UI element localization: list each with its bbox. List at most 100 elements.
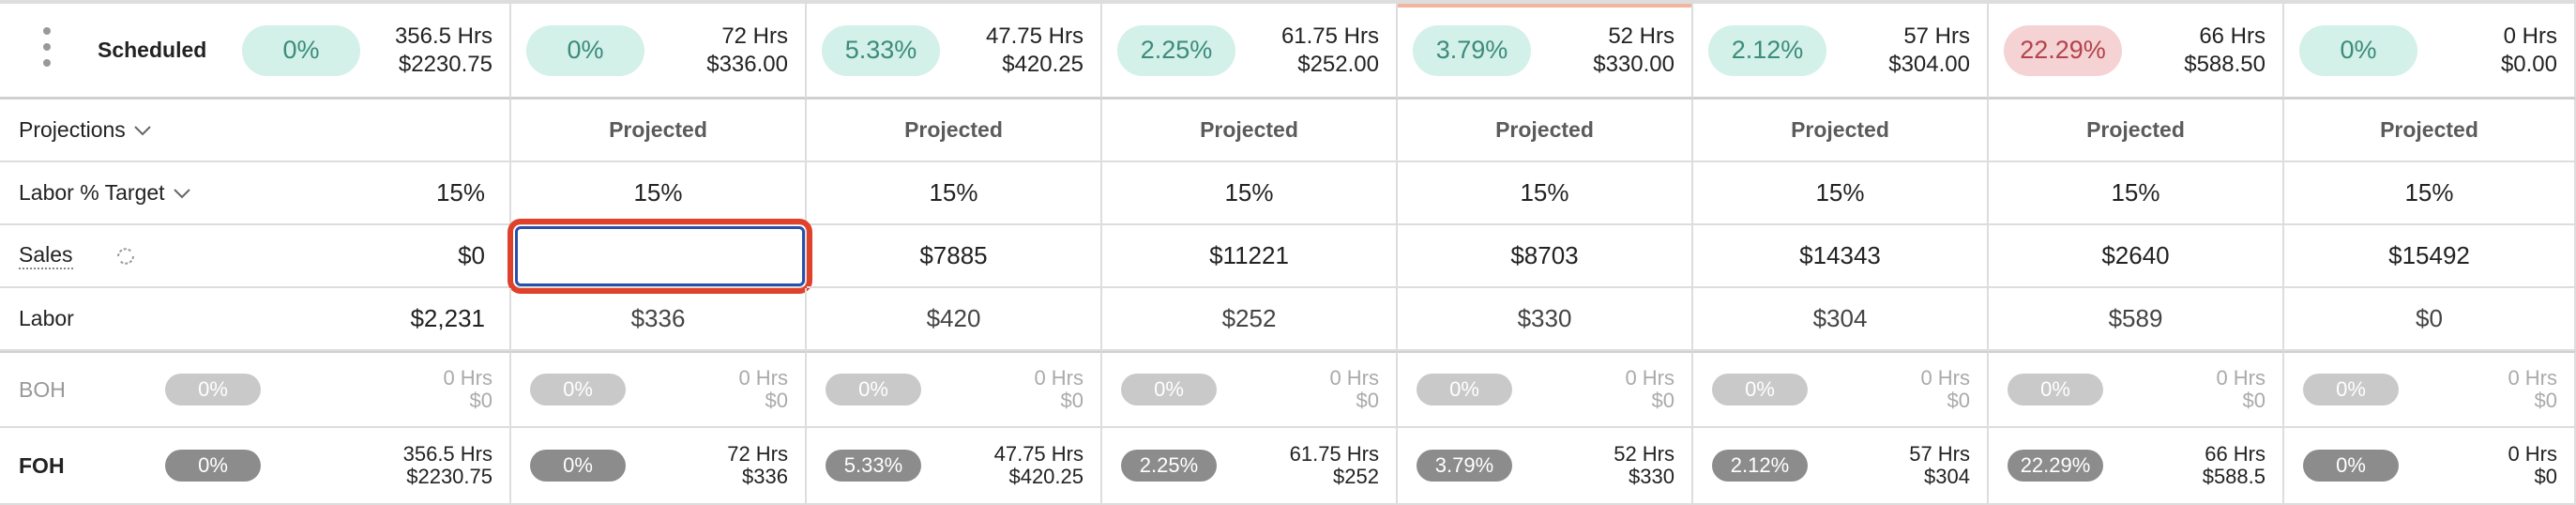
cost: $0 bbox=[1356, 389, 1379, 412]
cell: $14343 bbox=[1693, 225, 1989, 288]
row-label-cell: Labor % Target 15% bbox=[0, 162, 511, 225]
percent-pill: 2.12% bbox=[1712, 450, 1808, 482]
cell: 0% 0 Hrs $0 bbox=[511, 351, 807, 428]
labor_target-value: 15% bbox=[929, 178, 978, 207]
labor_target-summary: 15% bbox=[435, 178, 485, 207]
hours-cost: 0 Hrs $0.00 bbox=[2501, 23, 2557, 79]
kebab-menu[interactable] bbox=[41, 26, 53, 74]
hours: 0 Hrs bbox=[443, 366, 492, 390]
cost: $330.00 bbox=[1593, 51, 1674, 77]
cost: $0 bbox=[469, 389, 492, 412]
hours-cost: 61.75 Hrs $252 bbox=[1290, 443, 1379, 488]
cost: $2230.75 bbox=[406, 465, 492, 488]
cell: $7885 bbox=[807, 225, 1102, 288]
percent-pill: 0% bbox=[2303, 374, 2399, 406]
percent-pill: 5.33% bbox=[826, 450, 921, 482]
labor_target-label-wrap[interactable]: Labor % Target bbox=[19, 180, 191, 206]
cost: $252 bbox=[1333, 465, 1379, 488]
refresh-icon[interactable] bbox=[113, 243, 139, 269]
projections-dropdown[interactable]: Projections bbox=[19, 117, 152, 143]
cost: $0.00 bbox=[2500, 51, 2557, 77]
hours: 61.75 Hrs bbox=[1289, 442, 1379, 466]
percent-pill: 22.29% bbox=[2004, 24, 2122, 76]
hours-cost: 52 Hrs $330.00 bbox=[1593, 23, 1674, 79]
hours: 0 Hrs bbox=[2508, 442, 2557, 466]
percent-pill: 2.12% bbox=[1708, 24, 1826, 76]
cost: $304 bbox=[1924, 465, 1970, 488]
labor_target-value: 15% bbox=[1224, 178, 1274, 207]
cell: 22.29% 66 Hrs $588.5 bbox=[1989, 428, 2284, 505]
cell: 15% bbox=[1693, 162, 1989, 225]
labor-label-wrap: Labor bbox=[19, 306, 74, 331]
sales-label: Sales bbox=[19, 242, 73, 269]
percent-pill: 0% bbox=[242, 24, 360, 76]
hours: 0 Hrs bbox=[2216, 366, 2265, 390]
projected: Projected bbox=[1791, 117, 1889, 142]
cell bbox=[508, 218, 812, 294]
projected: Projected bbox=[1495, 117, 1594, 142]
scheduled-label: Scheduled bbox=[98, 38, 207, 62]
hours: 72 Hrs bbox=[721, 23, 788, 49]
percent-pill: 5.33% bbox=[822, 24, 940, 76]
cost: $588.50 bbox=[2184, 51, 2265, 77]
sales-value: $2640 bbox=[2101, 241, 2170, 269]
cell: 0% 0 Hrs $0 bbox=[1989, 351, 2284, 428]
hours: 0 Hrs bbox=[1034, 366, 1083, 390]
hours: 47.75 Hrs bbox=[993, 442, 1083, 466]
labor_target-label: Labor % Target bbox=[19, 180, 165, 205]
header-cell: Scheduled 0% 356.5 Hrs $2230.75 bbox=[0, 4, 511, 99]
projections-label: Projections bbox=[19, 117, 126, 142]
hours-cost: 72 Hrs $336.00 bbox=[706, 23, 788, 79]
cell: $0 bbox=[2284, 288, 2576, 351]
hours-cost: 0 Hrs $0 bbox=[738, 367, 788, 412]
hours-cost: 52 Hrs $330 bbox=[1614, 443, 1674, 488]
sales-input[interactable] bbox=[508, 218, 812, 294]
labor-summary: $2,231 bbox=[410, 304, 485, 332]
cell: FOH 0% 356.5 Hrs $2230.75 bbox=[0, 428, 511, 505]
hours-cost: 47.75 Hrs $420.25 bbox=[994, 443, 1083, 488]
percent-pill: 22.29% bbox=[2008, 450, 2103, 482]
percent-pill: 0% bbox=[1121, 374, 1217, 406]
header-cell: 3.79% 52 Hrs $330.00 bbox=[1398, 4, 1693, 99]
cell: Projected bbox=[2284, 99, 2576, 162]
cost: $336.00 bbox=[706, 51, 788, 77]
labor-value: $336 bbox=[630, 304, 686, 332]
header-cell: 2.25% 61.75 Hrs $252.00 bbox=[1102, 4, 1398, 99]
labor_target-value: 15% bbox=[633, 178, 683, 207]
labor-value: $304 bbox=[1812, 304, 1868, 332]
cell: 0% 0 Hrs $0 bbox=[1398, 351, 1693, 428]
percent-pill: 0% bbox=[1712, 374, 1808, 406]
header-cell: 0% 0 Hrs $0.00 bbox=[2284, 4, 2576, 99]
cost: $336 bbox=[742, 465, 788, 488]
labor_target-value: 15% bbox=[2404, 178, 2454, 207]
hours: 52 Hrs bbox=[1614, 442, 1674, 466]
cost: $0 bbox=[1947, 389, 1970, 412]
labor-value: $589 bbox=[2108, 304, 2163, 332]
cell: $330 bbox=[1398, 288, 1693, 351]
cell: 15% bbox=[1989, 162, 2284, 225]
cell: 0% 0 Hrs $0 bbox=[1102, 351, 1398, 428]
sales-label-wrap: Sales bbox=[19, 242, 139, 269]
hours: 57 Hrs bbox=[1909, 442, 1970, 466]
row-label-cell: Sales $0 bbox=[0, 225, 511, 288]
header-cell: 0% 72 Hrs $336.00 bbox=[511, 4, 807, 99]
percent-pill: 2.25% bbox=[1117, 24, 1235, 76]
hours-cost: 66 Hrs $588.5 bbox=[2203, 443, 2265, 488]
hours-cost: 61.75 Hrs $252.00 bbox=[1281, 23, 1379, 79]
percent-pill: 0% bbox=[526, 24, 644, 76]
sales-value: $8703 bbox=[1510, 241, 1579, 269]
hours: 0 Hrs bbox=[1625, 366, 1674, 390]
cell: $2640 bbox=[1989, 225, 2284, 288]
hours-cost: 356.5 Hrs $2230.75 bbox=[395, 23, 492, 79]
projected: Projected bbox=[2380, 117, 2478, 142]
hours-cost: 57 Hrs $304 bbox=[1909, 443, 1970, 488]
cost: $0 bbox=[1651, 389, 1674, 412]
labor_target-value: 15% bbox=[1815, 178, 1865, 207]
hours-cost: 47.75 Hrs $420.25 bbox=[986, 23, 1083, 79]
projected: Projected bbox=[2086, 117, 2185, 142]
hours: 0 Hrs bbox=[1920, 366, 1970, 390]
projected: Projected bbox=[609, 117, 707, 142]
cell: 5.33% 47.75 Hrs $420.25 bbox=[807, 428, 1102, 505]
cell: 0% 0 Hrs $0 bbox=[2284, 351, 2576, 428]
percent-pill: 0% bbox=[530, 450, 626, 482]
